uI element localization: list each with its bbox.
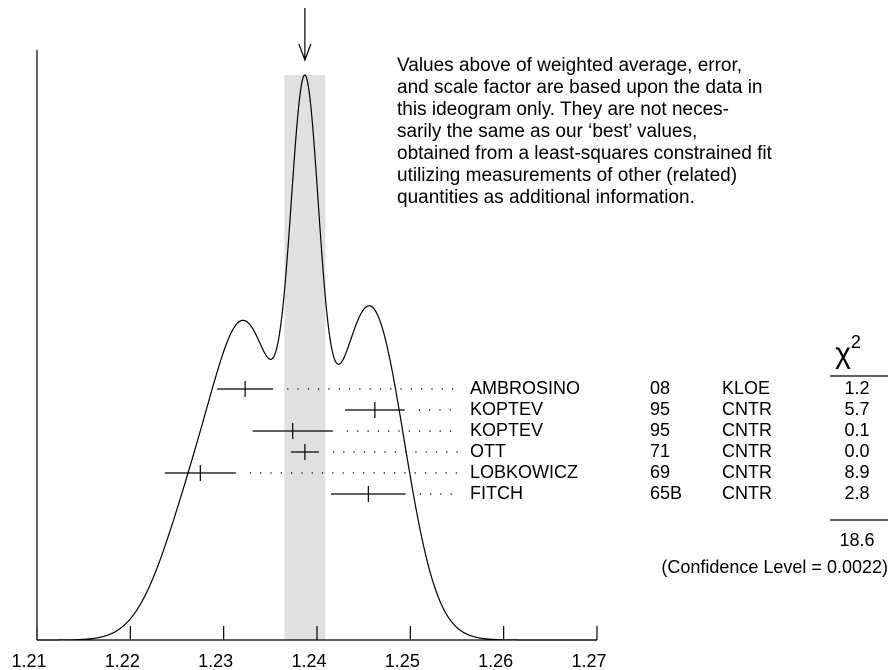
x-tick-label: 1.27 [571,651,606,670]
measurement-year: 69 [650,462,670,482]
x-tick-label: 1.23 [198,651,233,670]
measurement-name: OTT [470,441,506,461]
measurement-year: 95 [650,399,670,419]
measurement-technique: CNTR [722,420,772,440]
confidence-level: (Confidence Level = 0.0022) [661,557,888,577]
measurement-year: 95 [650,420,670,440]
measurement-name: LOBKOWICZ [470,462,578,482]
average-band [284,75,326,640]
measurement-year: 71 [650,441,670,461]
chi2-power: 2 [851,332,861,352]
x-tick-label: 1.21 [11,651,46,670]
chi2-value: 0.0 [844,441,869,461]
measurement-technique: CNTR [722,483,772,503]
measurement-name: KOPTEV [470,399,543,419]
chi2-value: 5.7 [844,399,869,419]
measurement-technique: CNTR [722,441,772,461]
measurement-name: KOPTEV [470,420,543,440]
chi2-value: 0.1 [844,420,869,440]
measurement-technique: CNTR [722,462,772,482]
chi2-header: χ2 [835,332,861,370]
note-line: quantities as additional information. [397,187,695,208]
note-line: Values above of weighted average, error, [397,55,742,76]
x-tick-label: 1.22 [105,651,140,670]
chi2-value: 8.9 [844,462,869,482]
note-line: obtained from a least-squares constraine… [397,143,773,164]
x-tick-label: 1.25 [385,651,420,670]
measurement-technique: KLOE [722,378,770,398]
measurement-year: 08 [650,378,670,398]
measurement-name: AMBROSINO [470,378,580,398]
chi2-value: 2.8 [844,483,869,503]
note-line: this ideogram only. They are not neces- [397,99,729,120]
note-line: sarily the same as our ‘best’ values, [397,121,697,142]
x-tick-label: 1.26 [478,651,513,670]
measurement-year: 65B [650,483,682,503]
chi2-value: 1.2 [844,378,869,398]
note-line: utilizing measurements of other (related… [397,165,737,186]
chi2-total: 18.6 [839,530,874,550]
measurement-technique: CNTR [722,399,772,419]
note-line: and scale factor are based upon the data… [397,77,762,98]
ideogram-curve [37,74,597,641]
measurement-name: FITCH [470,483,523,503]
arrow-head [298,43,312,62]
chi2-symbol: χ [835,337,851,370]
x-tick-label: 1.24 [291,651,326,670]
